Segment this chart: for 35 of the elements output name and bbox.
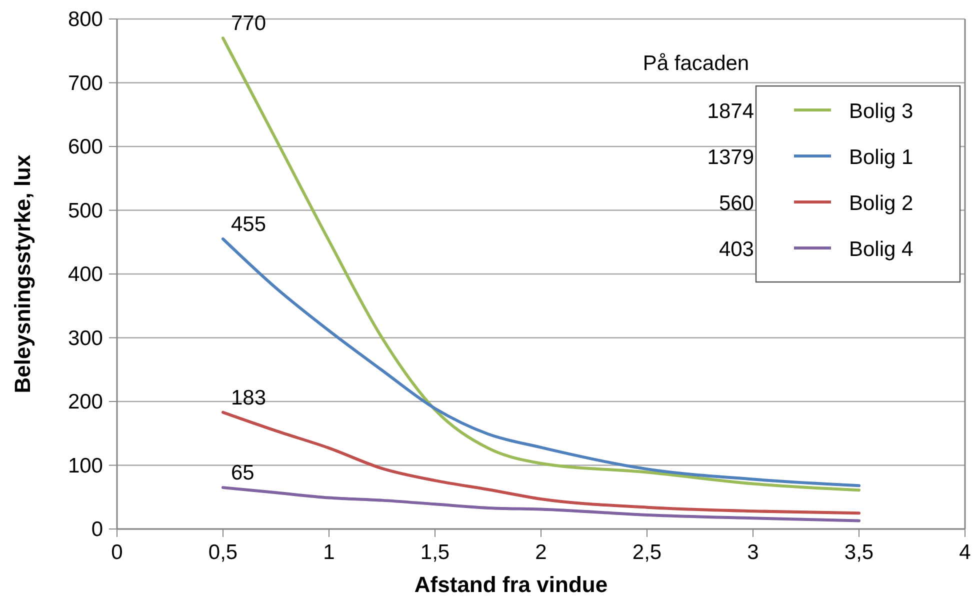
data-label: 455 — [231, 212, 266, 236]
x-tick-label: 3,5 — [844, 541, 874, 564]
y-tick-label: 200 — [68, 390, 103, 414]
annotation: 1379 — [707, 146, 754, 169]
x-tick-label: 3 — [747, 541, 759, 564]
y-tick-label: 800 — [68, 8, 103, 31]
x-tick-label: 1 — [323, 541, 335, 564]
legend-title: På facaden — [642, 52, 750, 75]
x-tick-label: 4 — [959, 541, 972, 564]
y-tick-label: 400 — [68, 263, 103, 286]
x-axis-title: Afstand fra vindue — [414, 572, 608, 597]
legend-label: Bolig 2 — [849, 192, 914, 215]
legend-label: Bolig 1 — [849, 146, 914, 169]
x-tick-label: 2,5 — [632, 541, 662, 564]
y-tick-label: 700 — [68, 72, 103, 95]
legend-label: Bolig 3 — [849, 100, 914, 123]
y-axis-title: Beleysningsstyrke, lux — [10, 154, 35, 394]
line-series — [222, 486, 860, 522]
y-tick-label: 500 — [68, 199, 103, 222]
data-label: 770 — [231, 12, 266, 36]
y-tick-label: 600 — [68, 136, 103, 158]
annotation: 560 — [718, 192, 754, 215]
x-tick-label: 0 — [111, 541, 123, 564]
x-tick-label: 1,5 — [420, 541, 450, 564]
x-tick-label: 2 — [535, 541, 547, 564]
y-tick-label: 100 — [68, 454, 103, 478]
data-label: 65 — [231, 462, 254, 485]
x-tick-label: 0,5 — [208, 541, 238, 564]
line-series — [222, 410, 860, 515]
legend-label: Bolig 4 — [849, 238, 914, 261]
y-tick-label: 300 — [68, 326, 103, 350]
data-label: 183 — [231, 386, 266, 410]
y-tick-label: 0 — [91, 518, 103, 541]
annotation: 403 — [718, 238, 754, 261]
annotation: 1874 — [707, 100, 754, 123]
